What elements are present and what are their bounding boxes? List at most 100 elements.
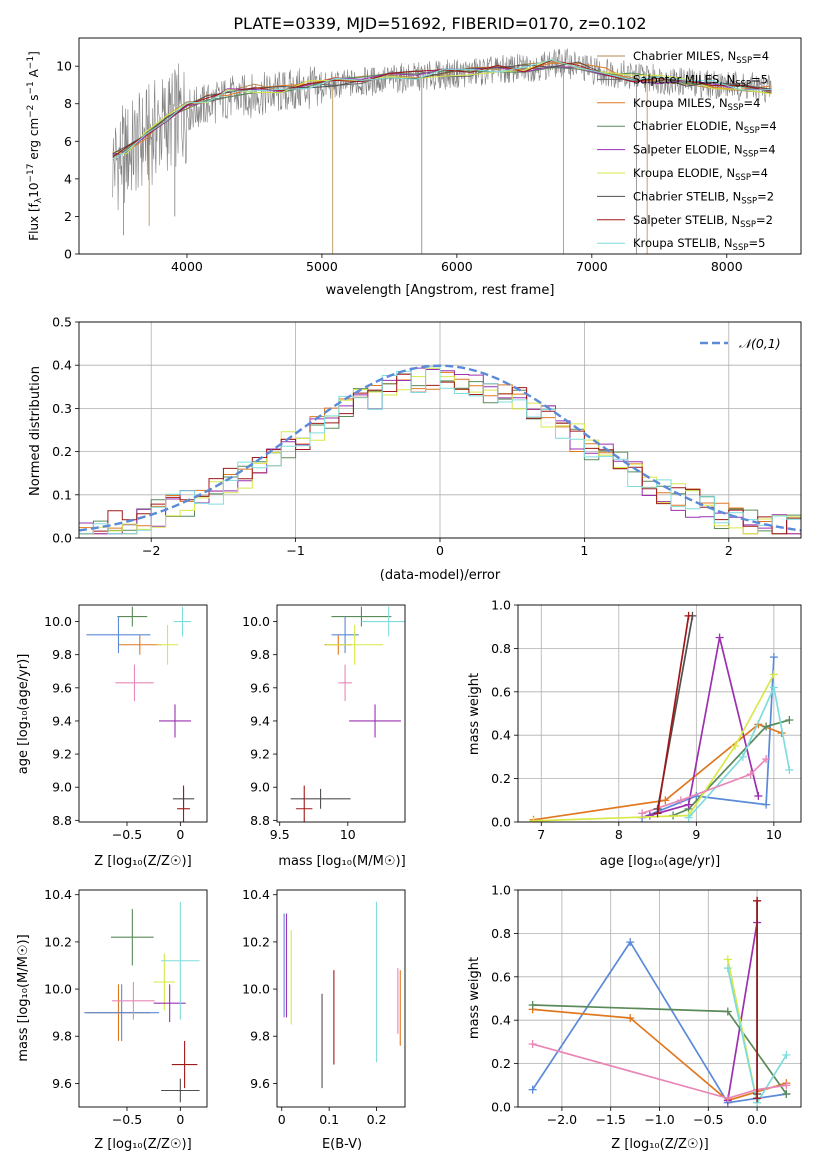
x-tick-label: 7 bbox=[537, 827, 545, 842]
weight-line bbox=[532, 1043, 787, 1100]
y-tick-label: 9.2 bbox=[250, 747, 270, 762]
x-tick-label: 2 bbox=[725, 543, 733, 558]
plot-area bbox=[529, 611, 794, 822]
legend-count: =2 bbox=[757, 189, 774, 203]
weight-line bbox=[641, 758, 767, 815]
y-tick-label: 0.4 bbox=[491, 728, 511, 743]
residuals-panel: −2 −1 0 1 2 0.0 0.1 0.2 0.3 0.4 0.5 𝒩(0,1) bbox=[52, 315, 802, 558]
axes-frame bbox=[78, 889, 208, 1108]
plot-area bbox=[86, 606, 195, 822]
weight-line bbox=[533, 673, 775, 822]
model-spectrum bbox=[112, 59, 772, 160]
legend-label: Salpeter ELODIE, NSSP=4 bbox=[633, 143, 776, 160]
y-tick-label: 10.2 bbox=[242, 934, 270, 949]
y-tick-label: 0.1 bbox=[52, 487, 72, 502]
y-tick-label: 9.0 bbox=[52, 780, 72, 795]
plot-area bbox=[528, 896, 791, 1107]
axes-frame bbox=[276, 604, 406, 823]
weight-line bbox=[649, 637, 760, 817]
residuals-ylabel: Normed distribution bbox=[28, 366, 43, 496]
model-spectrum bbox=[112, 65, 772, 155]
legend-subscript: SSP bbox=[736, 56, 752, 66]
y-tick-label: 0.8 bbox=[491, 926, 511, 941]
legend-count: =4 bbox=[752, 49, 769, 63]
y-tick-label: 9.6 bbox=[52, 1076, 72, 1091]
y-tick-label: 10.0 bbox=[242, 982, 270, 997]
mass-metallicity-ylabel: mass [log₁₀(M/M☉)] bbox=[16, 934, 31, 1061]
legend-label: Chabrier ELODIE, NSSP=4 bbox=[633, 119, 777, 136]
y-tick-label: 8.8 bbox=[52, 813, 72, 828]
y-tick-label: 1.0 bbox=[491, 598, 511, 613]
legend-label: Salpeter STELIB, NSSP=2 bbox=[633, 213, 773, 230]
x-tick-label: 6000 bbox=[441, 259, 473, 274]
weight-line bbox=[672, 719, 790, 817]
x-tick-label: 0.0 bbox=[747, 1112, 767, 1127]
x-tick-label: −1 bbox=[286, 543, 304, 558]
y-tick-label: 10.2 bbox=[44, 934, 72, 949]
y-tick-label: 8.8 bbox=[250, 813, 270, 828]
spectrum-ylabel: Flux [fλ10−17 erg cm−2 s−1 A−1] bbox=[26, 51, 44, 241]
plot-area bbox=[112, 48, 772, 254]
x-tick-label: −2.0 bbox=[547, 1112, 577, 1127]
y-tick-label: 0.3 bbox=[52, 401, 72, 416]
weight-age-panel: 7 8 9 10 0.0 0.2 0.4 0.6 0.8 1.0 bbox=[491, 598, 802, 842]
weight-metallicity-xlabel: Z [log₁₀(Z/Z☉)] bbox=[611, 1137, 708, 1152]
x-tick-label: 0 bbox=[278, 1112, 286, 1127]
legend-subscript: SSP bbox=[743, 150, 759, 160]
legend-count: =4 bbox=[751, 166, 768, 180]
y-tick-label: 8 bbox=[64, 96, 72, 111]
y-tick-label: 10.0 bbox=[242, 614, 270, 629]
residual-histogram bbox=[79, 366, 801, 535]
y-tick-label: 10 bbox=[56, 59, 72, 74]
legend-subscript: SSP bbox=[728, 103, 744, 113]
y-tick-label: 9.4 bbox=[52, 713, 72, 728]
y-tick-label: 0 bbox=[64, 247, 72, 262]
figure-title: PLATE=0339, MJD=51692, FIBERID=0170, z=0… bbox=[233, 14, 646, 33]
legend-subscript: SSP bbox=[735, 173, 751, 183]
legend-count: =4 bbox=[743, 96, 760, 110]
age-metallicity-panel: −0.5 0 8.8 9.0 9.2 9.4 9.6 9.8 10.0 bbox=[44, 604, 208, 842]
y-tick-label: 4 bbox=[64, 171, 72, 186]
legend-count: =2 bbox=[756, 213, 773, 227]
y-tick-label: 9.4 bbox=[250, 713, 270, 728]
y-tick-label: 9.8 bbox=[250, 647, 270, 662]
y-tick-label: 0.2 bbox=[52, 444, 72, 459]
x-tick-label: 0 bbox=[176, 1112, 184, 1127]
y-tick-label: 9.8 bbox=[52, 647, 72, 662]
age-metallicity-ylabel: age [log₁₀(age/yr)] bbox=[16, 654, 31, 775]
y-tick-label: 0.5 bbox=[52, 315, 72, 330]
legend-label: Kroupa STELIB, NSSP=5 bbox=[633, 236, 765, 253]
y-tick-label: 9.6 bbox=[250, 1076, 270, 1091]
y-tick-label: 10.0 bbox=[44, 614, 72, 629]
y-tick-label: 0.0 bbox=[491, 1100, 511, 1115]
legend-count: =5 bbox=[751, 72, 768, 86]
age-mass-xlabel: mass [log₁₀(M/M☉)] bbox=[278, 854, 405, 869]
y-tick-label: 0.6 bbox=[491, 684, 511, 699]
weight-line bbox=[656, 615, 690, 814]
gaussian-curve bbox=[79, 364, 801, 532]
x-tick-label: 4000 bbox=[171, 259, 203, 274]
legend-count: =4 bbox=[759, 143, 776, 157]
legend-subscript: SSP bbox=[740, 220, 756, 230]
y-tick-label: 9.6 bbox=[250, 680, 270, 695]
x-tick-label: −0.5 bbox=[112, 827, 142, 842]
x-tick-label: −0.5 bbox=[693, 1112, 723, 1127]
y-tick-label: 9.2 bbox=[52, 747, 72, 762]
plot-area bbox=[79, 364, 801, 535]
axes-frame bbox=[517, 889, 802, 1108]
y-tick-label: 6 bbox=[64, 134, 72, 149]
legend-label: Chabrier MILES, NSSP=4 bbox=[633, 49, 769, 66]
plot-area bbox=[283, 901, 401, 1089]
x-tick-label: −1.5 bbox=[596, 1112, 626, 1127]
legend-label: Salpeter MILES, NSSP=5 bbox=[633, 72, 768, 89]
y-tick-label: 9.6 bbox=[52, 680, 72, 695]
weight-metallicity-ylabel: mass weight bbox=[467, 957, 482, 1039]
age-mass-panel: 9.5 10 8.8 9.0 9.2 9.4 9.6 9.8 10.0 bbox=[242, 604, 406, 842]
y-tick-label: 10.4 bbox=[242, 887, 270, 902]
plot-area bbox=[290, 606, 405, 822]
mass-metallicity-panel: −0.5 0 9.6 9.8 10.0 10.2 10.4 bbox=[44, 887, 208, 1127]
axes-frame bbox=[78, 321, 802, 539]
axes-frame bbox=[78, 37, 802, 255]
weight-age-xlabel: age [log₁₀(age/yr)] bbox=[600, 854, 721, 869]
